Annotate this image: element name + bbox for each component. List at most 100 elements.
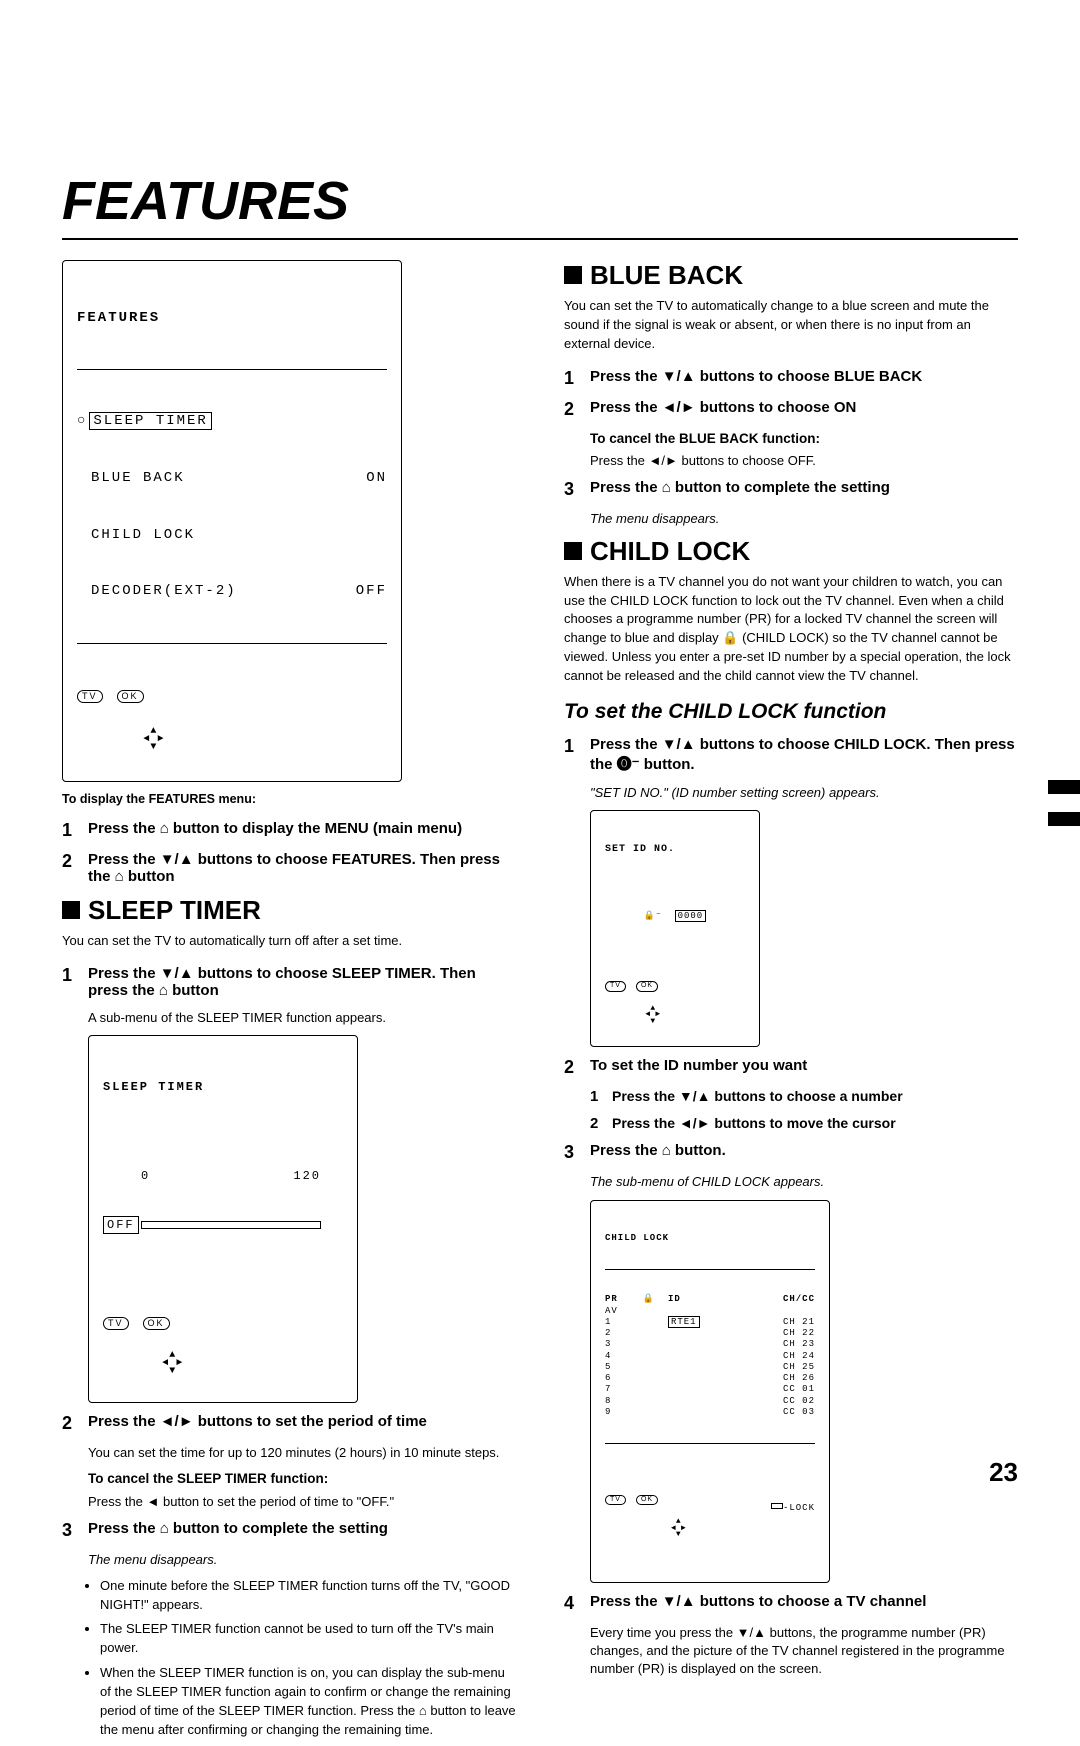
id-value: 0000 bbox=[675, 910, 707, 922]
cancel-text: Press the ◄ button to set the period of … bbox=[88, 1493, 516, 1511]
tv-icon: TV bbox=[103, 1317, 129, 1330]
step-subtext: You can set the time for up to 120 minut… bbox=[88, 1444, 516, 1462]
step-text: Press the ⌂ button. bbox=[590, 1142, 1018, 1159]
dpad-icon: ▲◄►▼ bbox=[143, 728, 165, 752]
lock-row-lock bbox=[643, 1317, 668, 1328]
step-subtext: "SET ID NO." (ID number setting screen) … bbox=[590, 784, 1018, 802]
col-chcc: CH/CC bbox=[731, 1294, 815, 1305]
step-number: 1 bbox=[62, 820, 88, 841]
lock-row-id bbox=[668, 1407, 731, 1418]
set-id-heading: SET ID NO. bbox=[605, 844, 745, 857]
lock-row-chcc: CH 26 bbox=[731, 1373, 815, 1384]
slider-bar bbox=[141, 1221, 321, 1229]
lock-row-id bbox=[668, 1351, 731, 1362]
blue-intro: You can set the TV to automatically chan… bbox=[564, 297, 1018, 354]
lock-row-lock bbox=[643, 1306, 668, 1317]
step-number: 3 bbox=[564, 1142, 590, 1163]
step-text: Press the ⌂ button to complete the setti… bbox=[590, 479, 1018, 496]
substep-text: Press the ▼/▲ buttons to choose a number bbox=[612, 1088, 1018, 1104]
step-number: 3 bbox=[62, 1520, 88, 1541]
lock-row-lock bbox=[643, 1328, 668, 1339]
step-subtext: A sub-menu of the SLEEP TIMER function a… bbox=[88, 1009, 516, 1027]
child-intro: When there is a TV channel you do not wa… bbox=[564, 573, 1018, 686]
lock-row-pr: 8 bbox=[605, 1396, 643, 1407]
lock-row-id bbox=[668, 1339, 731, 1350]
step-text: Press the ◄/► buttons to choose ON bbox=[590, 399, 1018, 416]
step-text: Press the ▼/▲ buttons to choose a TV cha… bbox=[590, 1593, 1018, 1610]
child-lock-menu-heading: CHILD LOCK bbox=[605, 1233, 815, 1244]
menu-item-blue-val: ON bbox=[366, 469, 387, 488]
sleep-intro: You can set the TV to automatically turn… bbox=[62, 932, 516, 951]
ok-icon: OK bbox=[636, 1495, 658, 1505]
lock-row-pr: 7 bbox=[605, 1384, 643, 1395]
menu-item-decoder-val: OFF bbox=[356, 582, 387, 601]
lock-row-id bbox=[668, 1328, 731, 1339]
step-text: Press the ▼/▲ buttons to choose CHILD LO… bbox=[590, 736, 1018, 774]
step-number: 4 bbox=[564, 1593, 590, 1614]
ok-icon: OK bbox=[636, 981, 658, 991]
lock-row-pr: 1 bbox=[605, 1317, 643, 1328]
lock-row-pr: 9 bbox=[605, 1407, 643, 1418]
step-text: Press the ⌂ button to complete the setti… bbox=[88, 1520, 516, 1537]
lock-row-id bbox=[668, 1373, 731, 1384]
step-subtext: Every time you press the ▼/▲ buttons, th… bbox=[590, 1624, 1018, 1679]
col-lock: 🔒 bbox=[643, 1294, 668, 1305]
menu-item-decoder: DECODER(EXT-2) bbox=[91, 582, 237, 601]
slider-max: 120 bbox=[293, 1168, 321, 1184]
sleep-menu-box: SLEEP TIMER 0120 OFF TV OK ▲◄►▼ bbox=[88, 1035, 358, 1403]
step-number: 1 bbox=[564, 368, 590, 389]
step-number: 3 bbox=[564, 479, 590, 500]
col-id: ID bbox=[668, 1294, 731, 1305]
lock-row-pr: AV bbox=[605, 1306, 643, 1317]
menu-item-blue: BLUE BACK bbox=[91, 469, 185, 488]
cancel-heading: To cancel the SLEEP TIMER function: bbox=[88, 1470, 516, 1489]
lock-row-id: RTE1 bbox=[668, 1317, 731, 1328]
lock-row-lock bbox=[643, 1351, 668, 1362]
step-text: Press the ▼/▲ buttons to choose BLUE BAC… bbox=[590, 368, 1018, 385]
lock-row-chcc: CC 02 bbox=[731, 1396, 815, 1407]
lock-row-lock bbox=[643, 1407, 668, 1418]
child-lock-menu-box: CHILD LOCK PR 🔒 ID CH/CC AV1RTE1CH 212CH… bbox=[590, 1200, 830, 1584]
lock-row-pr: 6 bbox=[605, 1373, 643, 1384]
right-column: BLUE BACK You can set the TV to automati… bbox=[564, 260, 1018, 1746]
sleep-notes: One minute before the SLEEP TIMER functi… bbox=[62, 1577, 516, 1740]
lock-row-pr: 2 bbox=[605, 1328, 643, 1339]
lock-row-chcc bbox=[731, 1306, 815, 1317]
step-text: Press the ◄/► buttons to set the period … bbox=[88, 1413, 516, 1430]
lock-row-pr: 5 bbox=[605, 1362, 643, 1373]
lock-row-chcc: CH 25 bbox=[731, 1362, 815, 1373]
lock-row-chcc: CH 23 bbox=[731, 1339, 815, 1350]
blue-back-heading: BLUE BACK bbox=[564, 260, 1018, 291]
step-text: To set the ID number you want bbox=[590, 1057, 1018, 1074]
step-text: Press the ▼/▲ buttons to choose SLEEP TI… bbox=[88, 965, 516, 999]
note-item: One minute before the SLEEP TIMER functi… bbox=[100, 1577, 516, 1615]
features-menu-box: FEATURES SLEEP TIMER BLUE BACKON CHILD L… bbox=[62, 260, 402, 782]
tv-icon: TV bbox=[77, 690, 103, 703]
dpad-icon: ▲◄►▼ bbox=[162, 1352, 184, 1376]
features-caption: To display the FEATURES menu: bbox=[62, 792, 516, 806]
lock-row-chcc: CH 22 bbox=[731, 1328, 815, 1339]
side-crop-marks bbox=[1048, 780, 1080, 826]
lock-row-chcc: CH 24 bbox=[731, 1351, 815, 1362]
lock-row-lock bbox=[643, 1396, 668, 1407]
lock-row-id bbox=[668, 1396, 731, 1407]
step-text: Press the ⌂ button to display the MENU (… bbox=[88, 820, 516, 837]
note-item: When the SLEEP TIMER function is on, you… bbox=[100, 1664, 516, 1739]
features-menu-heading: FEATURES bbox=[77, 309, 387, 328]
step-subtext: The menu disappears. bbox=[88, 1551, 516, 1569]
substep-text: Press the ◄/► buttons to move the cursor bbox=[612, 1115, 1018, 1131]
lock-row-pr: 4 bbox=[605, 1351, 643, 1362]
lock-row-chcc: CC 01 bbox=[731, 1384, 815, 1395]
blue-cancel-text: Press the ◄/► buttons to choose OFF. bbox=[590, 452, 1018, 470]
substep-number: 2 bbox=[590, 1115, 612, 1132]
step-number: 1 bbox=[62, 965, 88, 986]
lock-row-lock bbox=[643, 1373, 668, 1384]
step-number: 2 bbox=[62, 1413, 88, 1434]
sleep-menu-heading: SLEEP TIMER bbox=[103, 1079, 343, 1095]
lock-icon: 🔒⁻ bbox=[644, 911, 662, 921]
lock-row-lock bbox=[643, 1362, 668, 1373]
lock-row-id bbox=[668, 1384, 731, 1395]
child-set-heading: To set the CHILD LOCK function bbox=[564, 700, 1018, 724]
menu-item-sleep: SLEEP TIMER bbox=[89, 412, 211, 430]
sleep-timer-heading: SLEEP TIMER bbox=[62, 895, 516, 926]
